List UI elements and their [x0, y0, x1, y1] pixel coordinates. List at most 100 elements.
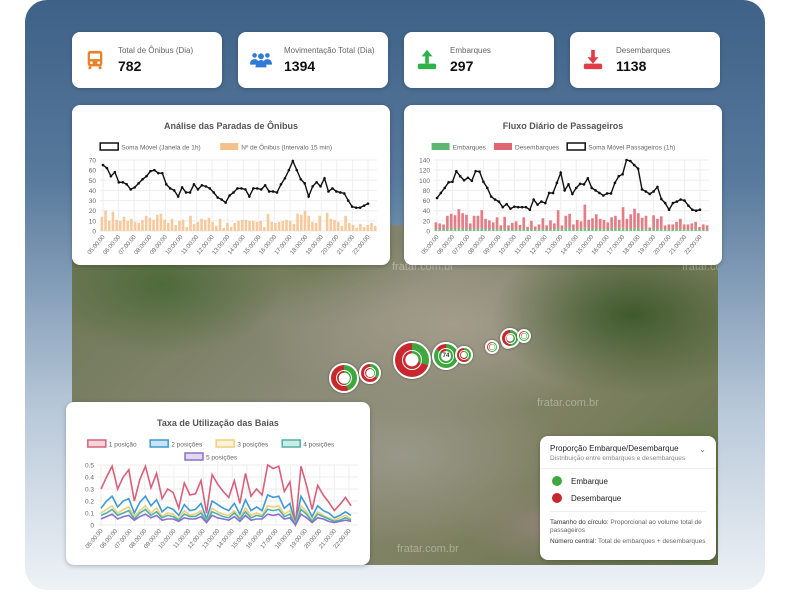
data-point: [528, 208, 532, 211]
chevron-down-icon[interactable]: ⌄: [699, 445, 706, 454]
data-point: [192, 183, 196, 186]
bar: [518, 229, 522, 231]
bar: [644, 215, 648, 229]
bar: [222, 227, 226, 231]
stop-marker[interactable]: [517, 329, 531, 343]
bar: [122, 216, 126, 231]
red-dot-icon: [552, 493, 562, 503]
stop-marker[interactable]: [455, 346, 473, 364]
bar: [682, 229, 686, 231]
legend-item[interactable]: 4 posições: [281, 439, 335, 449]
bar: [633, 227, 636, 231]
bar: [568, 227, 571, 231]
data-point: [485, 186, 489, 190]
bar: [556, 227, 560, 231]
bar: [533, 229, 537, 231]
data-point: [303, 182, 307, 185]
y-tick-label: 50: [89, 178, 97, 185]
bar: [442, 229, 445, 231]
passenger-flow-chart-panel: Fluxo Diário de Passageiros Embarques Dese…: [404, 105, 722, 265]
data-point: [346, 199, 350, 202]
data-point: [228, 194, 231, 197]
legend-item[interactable]: Nº de Ônibus (Intervalo 15 min): [220, 143, 332, 152]
bar: [602, 219, 606, 229]
marker-total: [489, 344, 495, 350]
stop-marker[interactable]: [485, 340, 499, 354]
data-point: [652, 190, 655, 193]
bar: [606, 222, 610, 230]
chart: Fluxo Diário de Passageiros Embarques Dese…: [419, 121, 709, 256]
bar: [633, 208, 636, 228]
note-label: Tamanho do círculo:: [550, 519, 609, 526]
bar: [568, 213, 571, 228]
bar: [705, 229, 709, 231]
bar: [465, 214, 468, 229]
bar: [233, 222, 237, 231]
stop-marker[interactable]: [393, 341, 431, 379]
bar: [594, 214, 598, 229]
legend-item[interactable]: 5 posições: [184, 452, 238, 462]
bar: [648, 229, 652, 231]
data-point: [520, 205, 524, 209]
data-point: [287, 168, 291, 172]
bar: [244, 219, 248, 231]
legend-item[interactable]: Soma Móvel (Janela de 1h): [99, 142, 201, 152]
bar: [545, 225, 549, 230]
bar: [594, 228, 598, 231]
legend-item-embarque: Embarque: [552, 476, 704, 486]
y-tick-label: 10: [89, 218, 97, 225]
bar: [522, 217, 526, 229]
bar: [449, 228, 453, 231]
data-point: [240, 187, 243, 190]
data-point: [291, 159, 295, 163]
bar: [682, 224, 686, 230]
bar: [181, 219, 185, 231]
bar: [226, 222, 229, 231]
legend-header[interactable]: Proporção Embarque/Desembarque Distribui…: [540, 436, 716, 469]
bar: [507, 229, 510, 231]
legend-item[interactable]: 3 posições: [215, 439, 269, 449]
bar: [537, 224, 541, 230]
bar: [329, 218, 333, 231]
bar: [575, 228, 579, 231]
data-point: [224, 201, 227, 204]
stop-marker[interactable]: [329, 363, 359, 393]
legend-label: 4 posições: [303, 442, 335, 449]
bus-icon: [84, 49, 106, 71]
chart: Taxa de Utilização das Baias 1 posição 2 p…: [85, 418, 358, 550]
legend-item[interactable]: 2 posições: [149, 439, 203, 449]
bar: [495, 228, 499, 231]
data-point: [121, 181, 125, 184]
watermark: fratar.com.br: [397, 543, 459, 555]
stat-value: 782: [118, 58, 142, 74]
stop-marker[interactable]: [359, 362, 381, 384]
bar: [373, 225, 377, 231]
data-point: [236, 187, 239, 190]
bar: [351, 224, 355, 231]
legend-item[interactable]: Desembarques: [494, 143, 560, 152]
data-point: [259, 188, 263, 191]
legend-item[interactable]: 1 posição: [87, 439, 137, 449]
bar: [533, 226, 537, 230]
bar: [530, 228, 533, 231]
data-point: [501, 205, 505, 209]
legend-item[interactable]: Soma Móvel Passageiros (1h): [566, 142, 675, 152]
data-point: [315, 181, 318, 184]
bar: [476, 215, 480, 229]
data-point: [698, 208, 702, 211]
legend-label: 3 posições: [237, 442, 269, 449]
bar: [583, 227, 587, 231]
bar: [104, 210, 107, 231]
watermark: fratar.com.br: [537, 397, 599, 409]
stat-label: Movimentação Total (Dia): [284, 46, 375, 55]
legend-item[interactable]: Embarques: [431, 143, 487, 152]
x-tick-label: 22:00:00: [684, 234, 704, 256]
stat-card: Movimentação Total (Dia) 1394: [238, 32, 388, 88]
bar: [274, 222, 277, 231]
stop-marker[interactable]: [500, 328, 520, 348]
bar: [637, 213, 640, 229]
data-point: [255, 187, 259, 190]
data-point: [109, 174, 113, 178]
bar: [340, 225, 344, 231]
bar: [259, 220, 262, 231]
